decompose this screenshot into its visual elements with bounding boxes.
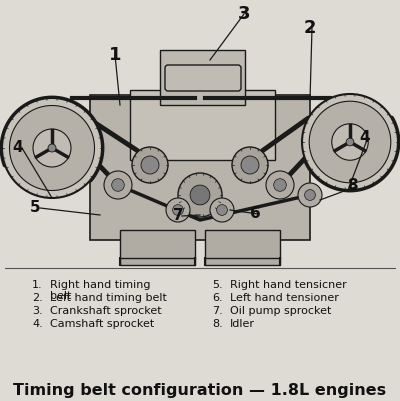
Circle shape [48,144,56,152]
Text: 8: 8 [347,178,357,192]
Text: Crankshaft sprocket: Crankshaft sprocket [50,306,162,316]
Text: 8.: 8. [212,319,223,329]
Text: 6.: 6. [212,293,223,303]
Circle shape [309,101,391,183]
Circle shape [178,173,222,217]
Circle shape [217,205,227,215]
Bar [90,95,310,240]
Circle shape [33,129,71,167]
Circle shape [132,147,168,183]
Circle shape [10,105,94,190]
Text: 3: 3 [238,5,250,23]
Circle shape [166,198,190,222]
Circle shape [232,147,268,183]
Circle shape [173,205,183,215]
Text: 2.: 2. [32,293,43,303]
Text: 1: 1 [109,46,121,64]
Text: 4.: 4. [32,319,43,329]
Circle shape [332,124,368,160]
Text: 4: 4 [360,130,370,146]
Circle shape [241,156,259,174]
Text: Timing belt configuration — 1.8L engines: Timing belt configuration — 1.8L engines [14,383,386,397]
Bar [130,90,275,160]
FancyBboxPatch shape [165,65,241,91]
Text: Camshaft sprocket: Camshaft sprocket [50,319,154,329]
Text: 5: 5 [30,200,40,215]
Circle shape [112,179,124,191]
Circle shape [2,98,102,198]
Text: belt: belt [50,291,71,301]
Text: 2: 2 [304,19,316,37]
Text: Left hand timing belt: Left hand timing belt [50,293,167,303]
Text: 7: 7 [173,209,183,223]
Text: Oil pump sprocket: Oil pump sprocket [230,306,331,316]
Text: Right hand timing: Right hand timing [50,280,150,290]
Text: 1.: 1. [32,280,43,290]
Circle shape [274,179,286,191]
Bar [160,50,245,105]
Circle shape [305,190,315,200]
Circle shape [298,183,322,207]
Circle shape [104,171,132,199]
Text: Left hand tensioner: Left hand tensioner [230,293,339,303]
Text: 4: 4 [13,140,23,156]
Text: Idler: Idler [230,319,255,329]
Circle shape [266,171,294,199]
Text: 3.: 3. [32,306,43,316]
Text: 6: 6 [250,207,260,221]
Bar [0,5,400,265]
Bar [205,230,280,265]
Text: Right hand tensicner: Right hand tensicner [230,280,347,290]
Circle shape [302,94,398,190]
Bar [120,230,195,265]
Circle shape [210,198,234,222]
Text: 7.: 7. [212,306,223,316]
Text: 5.: 5. [212,280,223,290]
Circle shape [190,185,210,205]
Circle shape [141,156,159,174]
Circle shape [346,138,354,146]
